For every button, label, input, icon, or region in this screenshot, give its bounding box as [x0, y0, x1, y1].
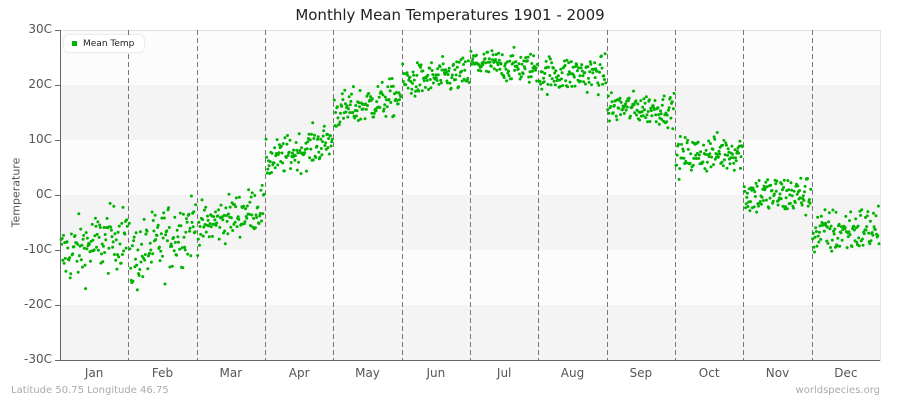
legend-label: Mean Temp: [83, 38, 135, 49]
x-tick-label: Jan: [84, 366, 104, 380]
legend-swatch-icon: [72, 41, 77, 46]
x-tick-label: May: [355, 366, 380, 380]
x-tick-label: Apr: [288, 366, 310, 380]
y-tick-label: -30C: [24, 352, 52, 366]
y-tick-label: 20C: [28, 77, 52, 91]
data-points: [59, 45, 881, 292]
y-tick-label: -20C: [24, 297, 52, 311]
source-footer: worldspecies.org: [795, 385, 880, 396]
x-tick-label: Jun: [426, 366, 446, 380]
x-tick-label: Nov: [765, 366, 790, 380]
coordinates-footer: Latitude 50.75 Longitude 46.75: [11, 385, 169, 396]
y-tick-label: 10C: [28, 132, 52, 146]
month-divider-lines: [128, 30, 813, 360]
x-tick-label: Aug: [560, 366, 585, 380]
x-tick-label: Feb: [151, 366, 174, 380]
x-tick-label: Dec: [834, 366, 858, 380]
x-tick-label: Mar: [219, 366, 243, 380]
legend: Mean Temp: [64, 35, 145, 52]
x-tick-label: Sep: [629, 366, 653, 380]
y-tick-label: 0C: [35, 187, 52, 201]
axes: [60, 30, 880, 361]
chart-title: Monthly Mean Temperatures 1901 - 2009: [295, 6, 605, 24]
y-tick-marks: [55, 30, 60, 361]
y-tick-label: 30C: [28, 22, 52, 36]
x-tick-label: Jul: [496, 366, 512, 380]
x-tick-label: Oct: [698, 366, 720, 380]
y-tick-label: -10C: [24, 242, 52, 256]
